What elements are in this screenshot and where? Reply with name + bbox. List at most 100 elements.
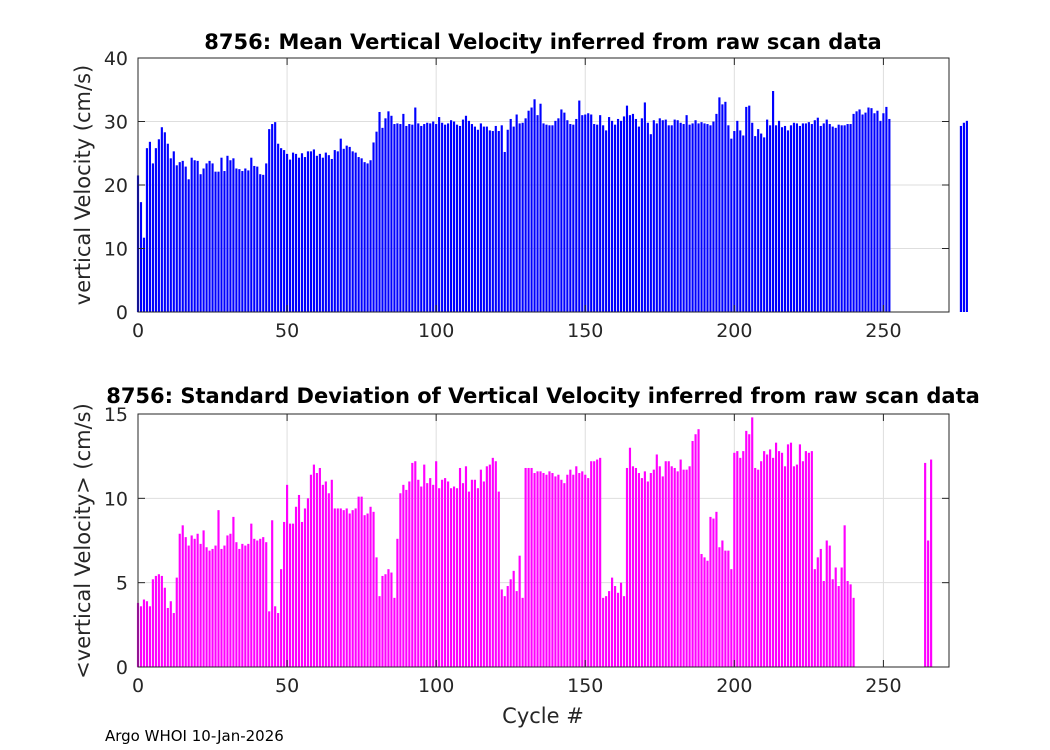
bar <box>924 462 927 667</box>
bar <box>482 126 485 312</box>
bar <box>616 118 620 313</box>
bar <box>455 488 459 667</box>
bar <box>482 481 485 667</box>
bar <box>724 550 727 667</box>
bar <box>560 479 563 667</box>
bar <box>247 170 250 312</box>
bar <box>566 474 569 667</box>
bar <box>930 459 933 667</box>
bar <box>849 124 852 312</box>
bar <box>157 574 160 667</box>
bar <box>151 579 154 667</box>
bar <box>813 120 816 312</box>
bar <box>646 481 649 667</box>
bar <box>709 516 712 667</box>
bar <box>557 474 560 667</box>
bar <box>450 120 453 312</box>
bar <box>417 479 420 667</box>
bar <box>748 434 751 667</box>
bar <box>849 584 852 667</box>
bar <box>145 601 149 667</box>
std-velocity-ticks: 0 50 100 150 200 250 0 5 10 15 <box>104 404 949 697</box>
bar <box>965 120 968 312</box>
bar <box>265 542 268 667</box>
bar <box>247 543 250 667</box>
bar <box>843 525 846 667</box>
bar <box>488 464 491 667</box>
bar <box>193 538 196 667</box>
bar <box>640 478 643 667</box>
bar <box>381 127 384 312</box>
bar <box>259 174 262 312</box>
bar <box>682 124 685 312</box>
bar <box>557 118 560 312</box>
y-tick-label: 5 <box>116 573 128 595</box>
bar <box>673 119 676 312</box>
bar <box>187 179 190 312</box>
bar <box>280 569 283 667</box>
bar <box>637 126 640 312</box>
bar <box>181 525 184 667</box>
bar <box>861 114 864 312</box>
bar <box>757 129 760 312</box>
bar <box>533 473 536 667</box>
bar <box>584 114 587 312</box>
bar <box>160 575 163 667</box>
bar <box>545 124 548 312</box>
bar <box>572 124 575 312</box>
bar <box>223 545 226 667</box>
bar <box>327 155 330 312</box>
bar <box>551 473 554 667</box>
bar <box>268 129 271 312</box>
bar <box>464 466 468 667</box>
bar <box>524 118 527 312</box>
bar <box>286 484 289 667</box>
bar <box>408 124 411 312</box>
bar <box>438 117 441 312</box>
bar <box>622 116 626 312</box>
bar <box>643 102 646 312</box>
x-tick-label: 50 <box>275 320 299 342</box>
bar <box>503 151 506 312</box>
bar <box>491 131 494 312</box>
bar <box>190 535 193 667</box>
bar <box>148 606 151 667</box>
bar <box>596 124 599 312</box>
bar <box>452 121 456 312</box>
bar <box>464 115 468 312</box>
bar <box>619 120 623 312</box>
bar <box>366 163 369 312</box>
x-tick-label: 150 <box>567 320 603 342</box>
bar <box>259 538 262 667</box>
bar <box>798 444 801 667</box>
bar <box>798 125 801 312</box>
bar <box>458 467 462 667</box>
bar <box>321 484 324 667</box>
bar <box>485 466 488 667</box>
bar <box>596 459 599 667</box>
bar <box>831 579 834 667</box>
bar <box>339 138 342 312</box>
bar <box>208 160 211 312</box>
bar <box>777 451 781 667</box>
bar <box>262 174 265 312</box>
bar <box>745 106 748 313</box>
bar <box>393 124 396 312</box>
bar <box>569 124 572 312</box>
bar <box>199 543 202 667</box>
bar <box>205 163 208 312</box>
bar <box>712 121 715 312</box>
bar <box>837 586 840 667</box>
bar <box>271 124 274 312</box>
bar <box>178 533 181 667</box>
bar <box>163 587 166 667</box>
bar <box>426 483 429 667</box>
bar <box>479 469 482 667</box>
bar <box>542 473 545 667</box>
bar <box>742 451 745 667</box>
bar <box>441 122 444 313</box>
bar <box>214 171 217 312</box>
bar <box>476 129 479 312</box>
bar <box>315 155 318 312</box>
